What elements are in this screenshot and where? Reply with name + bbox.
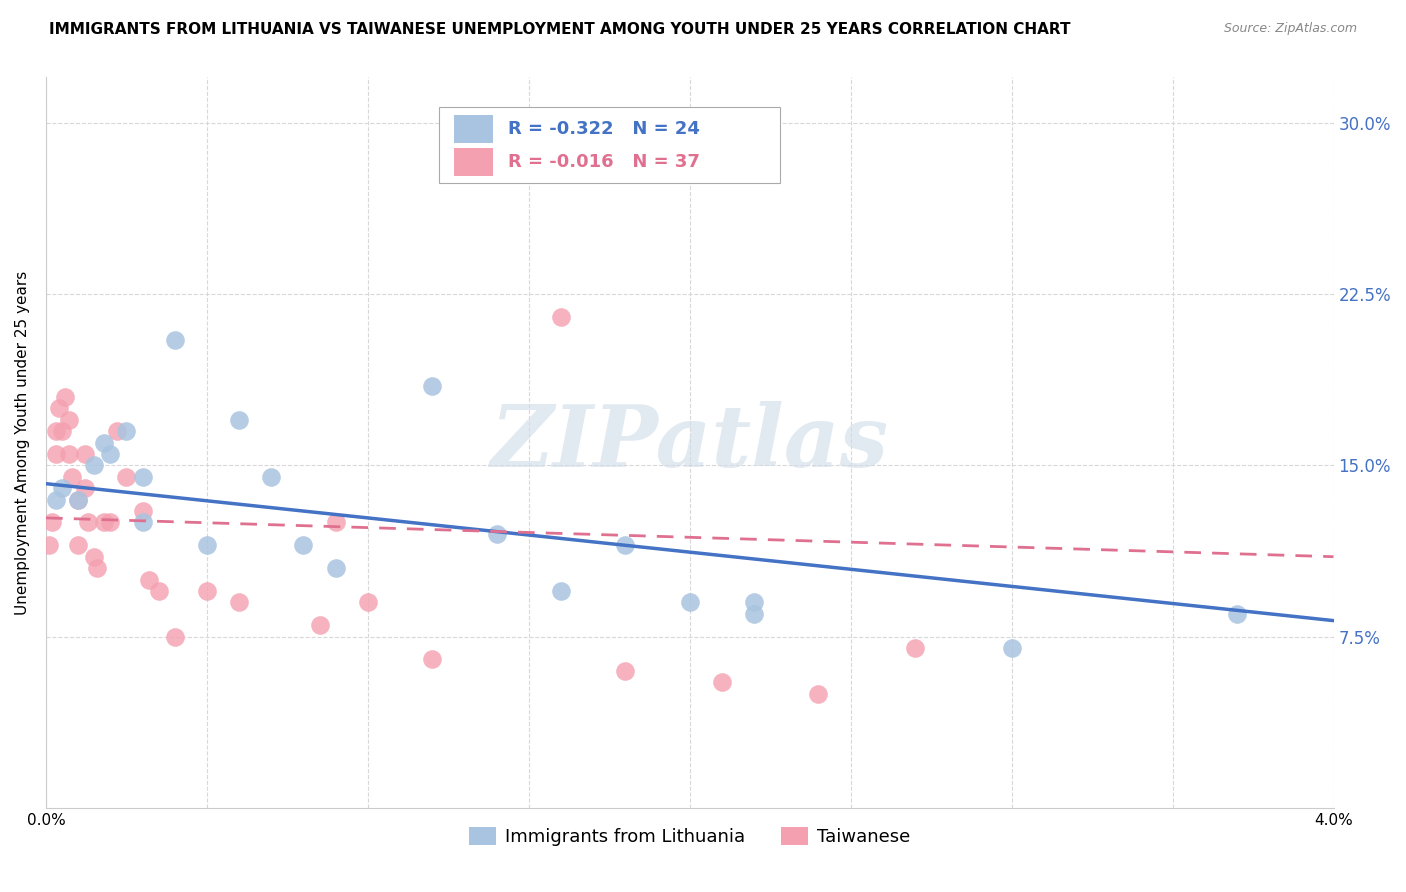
Text: R = -0.322   N = 24: R = -0.322 N = 24 [508,120,700,138]
Point [60,470,83,484]
Point [148,583,170,598]
Point [163,630,186,644]
Text: IMMIGRANTS FROM LITHUANIA VS TAIWANESE UNEMPLOYMENT AMONG YOUTH UNDER 25 YEARS C: IMMIGRANTS FROM LITHUANIA VS TAIWANESE U… [49,22,1071,37]
Point [45,424,67,438]
Y-axis label: Unemployment Among Youth under 25 years: Unemployment Among Youth under 25 years [15,270,30,615]
Point [485,527,508,541]
Point [904,640,927,655]
Text: R = -0.016   N = 37: R = -0.016 N = 37 [508,153,700,171]
Point [195,538,218,552]
Point [325,561,347,575]
Point [228,595,250,609]
Point [614,664,637,678]
Point [420,652,443,666]
Point [807,687,830,701]
Point [93,435,115,450]
Point [614,538,637,552]
Point [420,378,443,392]
Point [48,401,70,416]
Point [550,583,572,598]
Point [195,583,218,598]
Point [325,516,347,530]
Point [131,516,153,530]
Point [51,481,73,495]
Point [73,447,96,461]
Point [41,516,63,530]
Text: Source: ZipAtlas.com: Source: ZipAtlas.com [1223,22,1357,36]
Point [131,470,153,484]
Point [98,447,121,461]
Point [67,538,90,552]
FancyBboxPatch shape [454,115,492,144]
Point [73,481,96,495]
Legend: Immigrants from Lithuania, Taiwanese: Immigrants from Lithuania, Taiwanese [461,820,918,854]
Point [51,424,73,438]
Point [45,492,67,507]
Point [292,538,315,552]
Point [86,561,108,575]
FancyBboxPatch shape [454,148,492,176]
Point [550,310,572,324]
Point [53,390,76,404]
Point [308,618,330,632]
Point [83,549,105,564]
Point [138,573,160,587]
Point [357,595,380,609]
Point [67,492,90,507]
Point [742,595,765,609]
Point [485,150,508,164]
Point [679,595,702,609]
Point [742,607,765,621]
Point [76,516,98,530]
Point [131,504,153,518]
Point [58,413,80,427]
Text: ZIPatlas: ZIPatlas [491,401,889,484]
Point [105,424,128,438]
Point [1226,607,1249,621]
Point [1001,640,1024,655]
Point [228,413,250,427]
Point [163,333,186,347]
Point [45,447,67,461]
Point [115,470,138,484]
Point [67,492,90,507]
Point [115,424,138,438]
Point [260,470,283,484]
Point [93,516,115,530]
Point [710,675,733,690]
FancyBboxPatch shape [439,107,780,184]
Point [38,538,60,552]
Point [83,458,105,473]
Point [98,516,121,530]
Point [58,447,80,461]
